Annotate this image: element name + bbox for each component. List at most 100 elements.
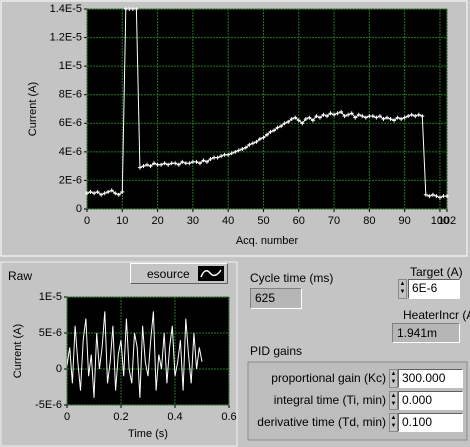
data-marker bbox=[229, 151, 234, 156]
data-marker bbox=[250, 141, 255, 146]
data-marker bbox=[377, 114, 382, 119]
data-marker bbox=[353, 115, 358, 120]
pid-row-label: integral time (Ti, min) bbox=[273, 393, 386, 407]
data-marker bbox=[173, 161, 178, 166]
data-marker bbox=[212, 155, 217, 160]
data-marker bbox=[134, 7, 139, 11]
data-marker bbox=[423, 192, 428, 197]
data-marker bbox=[416, 112, 421, 117]
data-marker bbox=[321, 112, 326, 117]
data-marker bbox=[427, 194, 432, 199]
data-marker bbox=[176, 162, 181, 167]
data-marker bbox=[272, 128, 277, 133]
pid-label: PID gains bbox=[250, 344, 303, 358]
plot-area bbox=[86, 8, 448, 210]
data-marker bbox=[148, 164, 153, 169]
pid-row-value[interactable]: 0.000 bbox=[398, 391, 463, 410]
data-marker bbox=[205, 159, 209, 164]
data-marker bbox=[392, 118, 397, 123]
data-marker bbox=[286, 119, 291, 124]
data-marker bbox=[236, 148, 241, 153]
data-marker bbox=[155, 162, 160, 167]
data-marker bbox=[349, 111, 354, 116]
pid-row-arrows[interactable]: ▲ ▼ bbox=[389, 391, 398, 410]
x-tick-label: 60 bbox=[293, 215, 305, 227]
data-marker bbox=[328, 111, 333, 116]
data-marker bbox=[342, 114, 347, 119]
pid-row-arrows[interactable]: ▲ ▼ bbox=[389, 413, 398, 432]
x-tick-label: 30 bbox=[187, 215, 199, 227]
target-arrows[interactable]: ▲ ▼ bbox=[398, 279, 407, 299]
heater-value: 1.941m bbox=[392, 323, 460, 343]
data-marker bbox=[127, 7, 132, 11]
data-marker bbox=[95, 189, 100, 194]
y-tick-label: 2E-6 bbox=[59, 174, 82, 186]
data-marker bbox=[247, 142, 252, 147]
data-marker bbox=[194, 159, 199, 164]
data-marker bbox=[402, 115, 407, 120]
data-marker bbox=[159, 162, 164, 167]
x-tick-label: 102 bbox=[438, 215, 456, 227]
data-marker bbox=[169, 161, 174, 166]
x-tick-label: 0.2 bbox=[113, 411, 128, 423]
pid-row-label: derivative time (Td, min) bbox=[257, 415, 386, 429]
data-marker bbox=[409, 112, 414, 117]
x-tick-label: 0.6 bbox=[221, 411, 236, 423]
data-marker bbox=[85, 191, 89, 196]
x-tick-label: 70 bbox=[328, 215, 340, 227]
data-marker bbox=[130, 7, 135, 11]
y-tick-label: 1.2E-5 bbox=[50, 31, 82, 43]
y-tick-label: 5E-6 bbox=[39, 327, 62, 339]
data-marker bbox=[180, 159, 185, 164]
data-marker bbox=[183, 161, 188, 166]
target-value[interactable]: 6E-6 bbox=[408, 279, 460, 299]
x-tick-label: 0 bbox=[64, 411, 70, 423]
y-tick-label: 4E-6 bbox=[59, 146, 82, 158]
x-axis-label: Acq. number bbox=[236, 235, 299, 247]
data-marker bbox=[222, 152, 227, 157]
heater-label: HeaterIncr (A) bbox=[403, 308, 470, 322]
data-marker bbox=[240, 147, 245, 151]
data-marker bbox=[201, 158, 206, 163]
data-marker bbox=[233, 149, 238, 154]
data-marker bbox=[370, 114, 375, 119]
y-tick-label: 1E-5 bbox=[39, 291, 62, 303]
x-tick-label: 80 bbox=[363, 215, 375, 227]
x-tick-label: 20 bbox=[151, 215, 163, 227]
data-marker bbox=[335, 111, 340, 116]
data-marker bbox=[257, 137, 262, 141]
data-marker bbox=[437, 195, 442, 200]
data-marker bbox=[395, 115, 400, 120]
y-tick-label: 0 bbox=[76, 203, 82, 215]
data-marker bbox=[339, 109, 344, 114]
waveform-icon bbox=[198, 266, 224, 281]
x-tick-label: 90 bbox=[399, 215, 411, 227]
chart-title: Raw bbox=[8, 269, 32, 283]
data-marker bbox=[332, 112, 337, 117]
pid-row-value[interactable]: 0.100 bbox=[398, 413, 463, 432]
data-marker bbox=[254, 139, 259, 144]
y-tick-label: -5E-6 bbox=[35, 399, 62, 411]
data-marker bbox=[116, 192, 121, 197]
data-marker bbox=[197, 161, 202, 166]
x-tick-label: 100 bbox=[431, 215, 449, 227]
x-tick-label: 10 bbox=[116, 215, 128, 227]
data-marker bbox=[346, 112, 351, 117]
data-marker bbox=[325, 114, 329, 119]
pid-row-arrows[interactable]: ▲ ▼ bbox=[389, 369, 398, 388]
data-marker bbox=[374, 115, 379, 120]
data-marker bbox=[367, 114, 372, 119]
data-marker bbox=[307, 115, 312, 120]
pid-row-value[interactable]: 300.000 bbox=[398, 369, 463, 388]
data-marker bbox=[275, 125, 280, 130]
y-axis-label: Current (A) bbox=[12, 324, 24, 378]
pid-row-label: proportional gain (Kc) bbox=[271, 371, 386, 385]
data-marker bbox=[137, 165, 142, 170]
data-marker bbox=[187, 161, 192, 166]
x-tick-label: 50 bbox=[257, 215, 269, 227]
data-marker bbox=[293, 115, 298, 120]
target-label: Target (A) bbox=[410, 265, 463, 279]
data-marker bbox=[314, 114, 319, 119]
data-marker bbox=[413, 114, 418, 119]
source-button[interactable]: esource bbox=[130, 263, 228, 284]
